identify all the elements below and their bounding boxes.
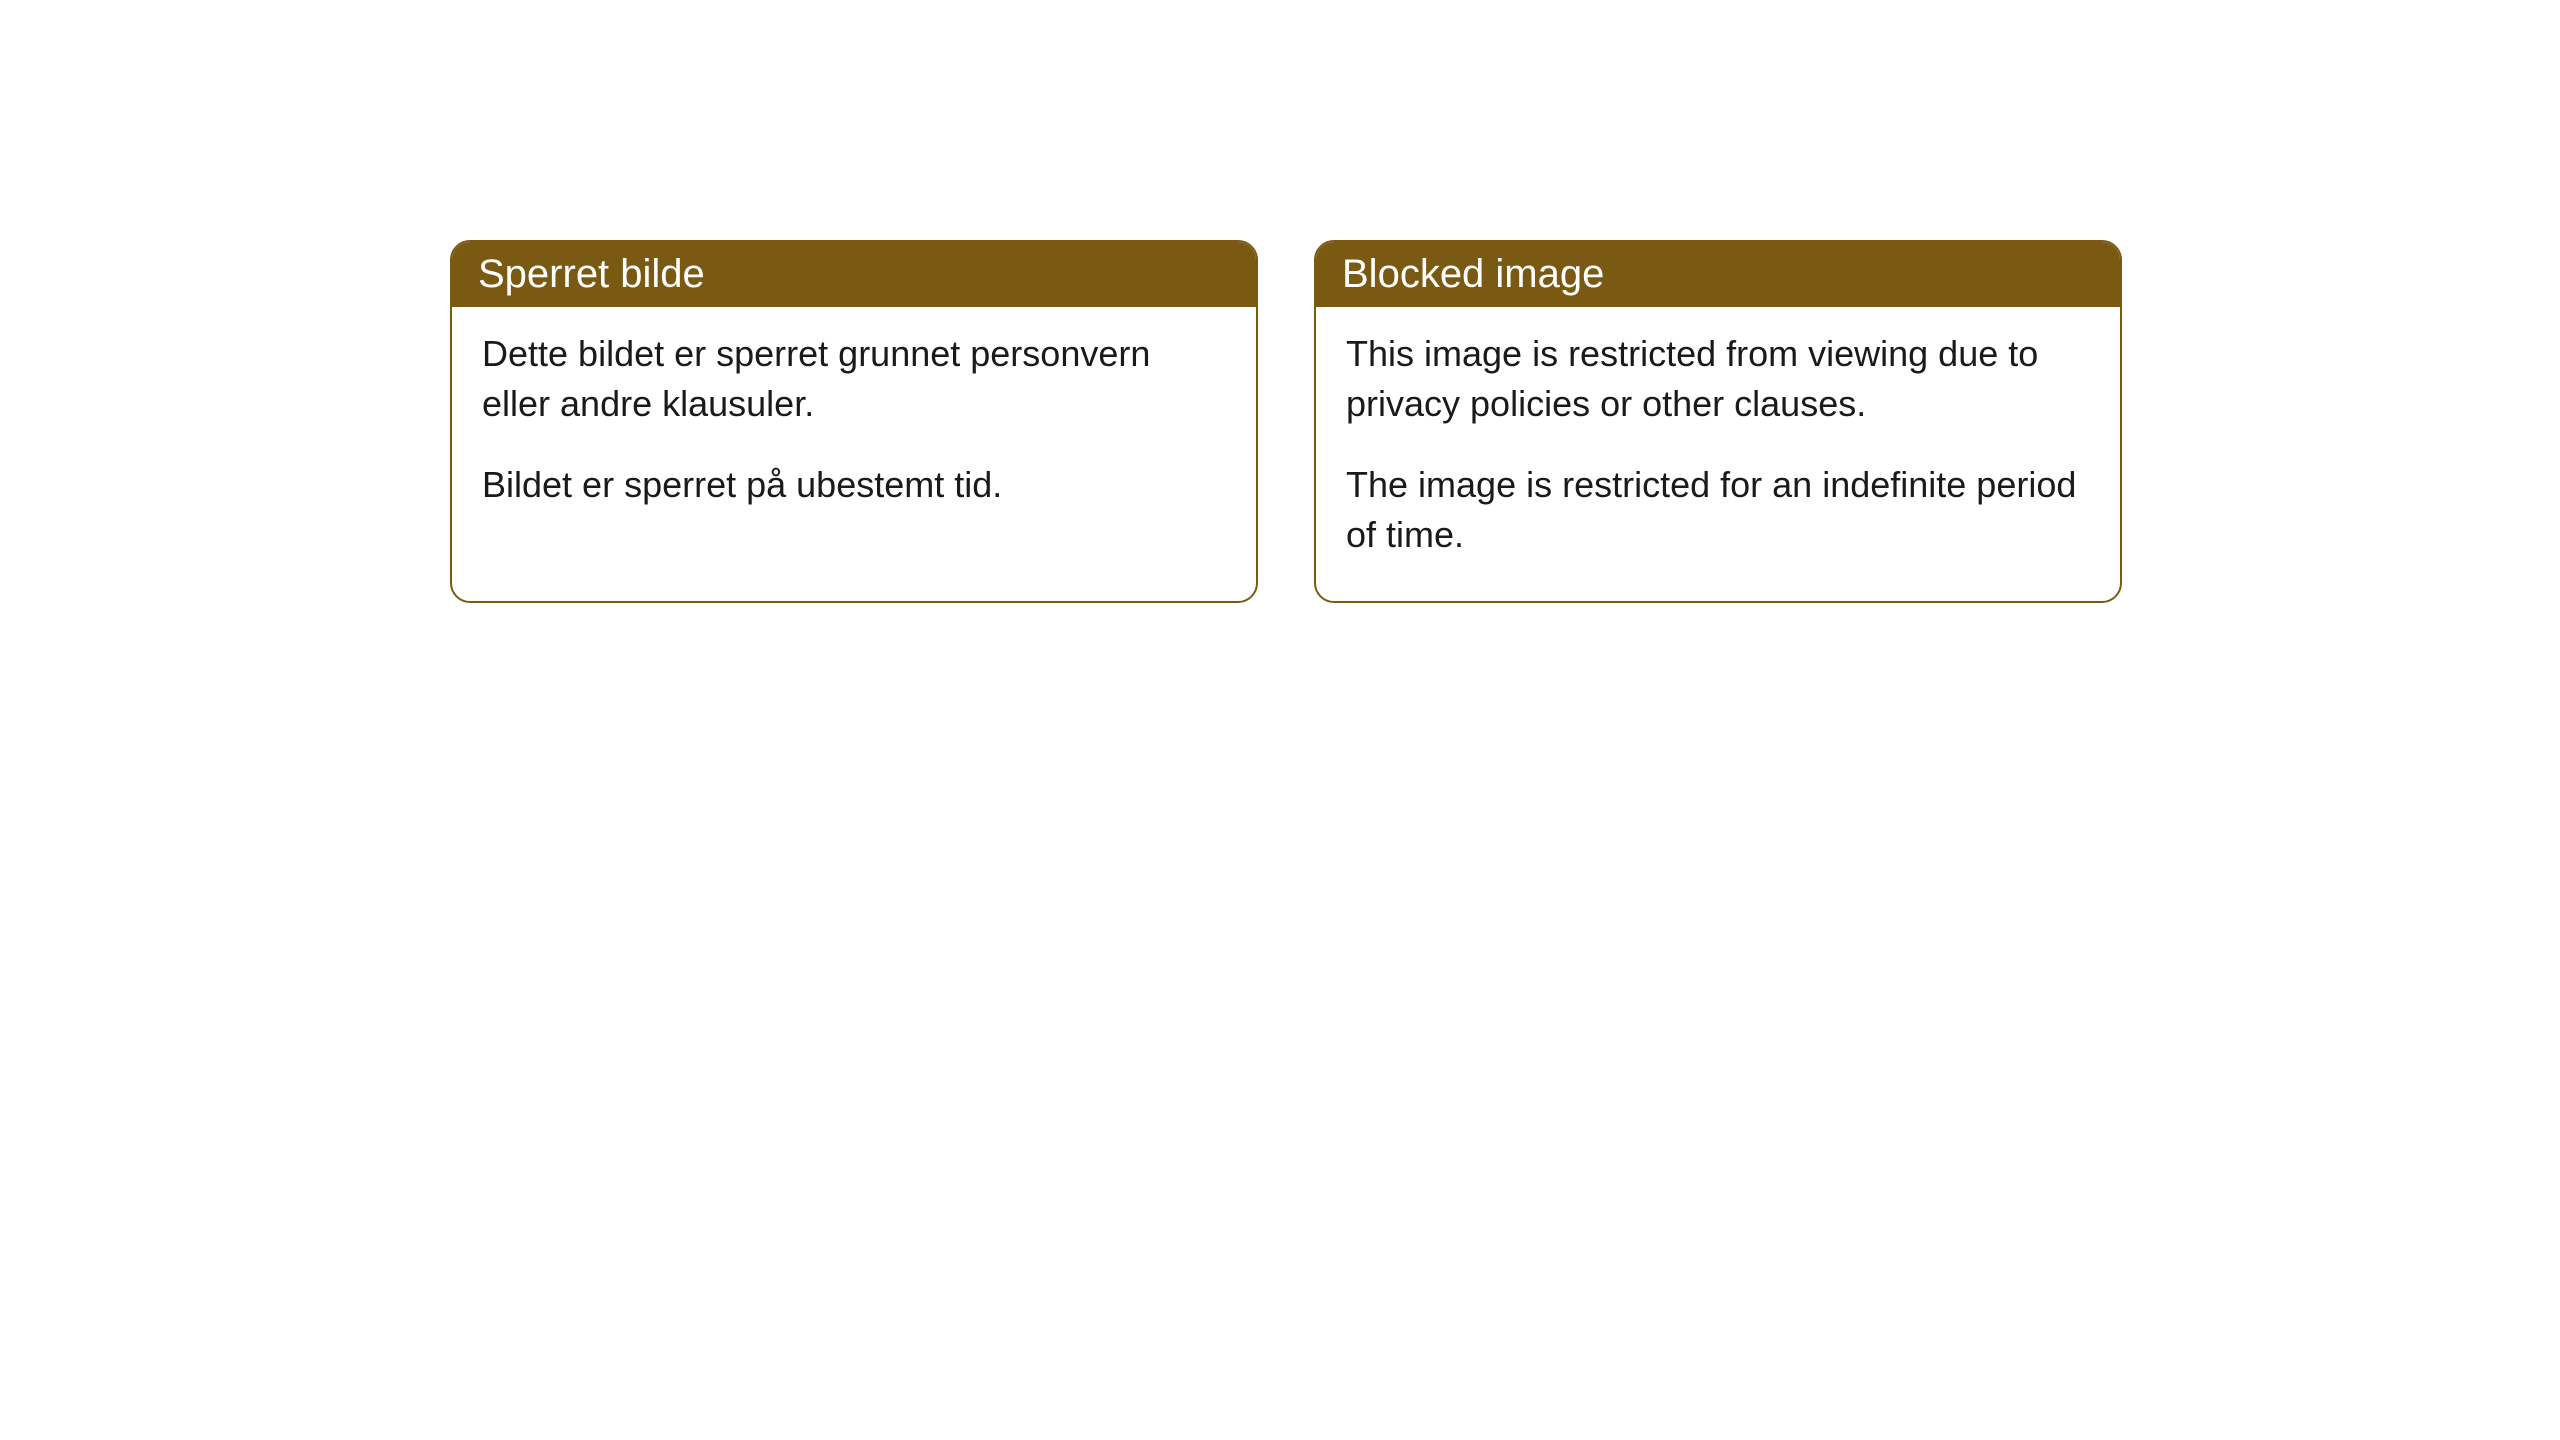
cards-container: Sperret bilde Dette bildet er sperret gr… [450,240,2560,603]
blocked-image-card-norwegian: Sperret bilde Dette bildet er sperret gr… [450,240,1258,603]
card-paragraph: This image is restricted from viewing du… [1346,329,2090,430]
blocked-image-card-english: Blocked image This image is restricted f… [1314,240,2122,603]
card-header: Sperret bilde [452,242,1256,307]
card-title: Blocked image [1342,252,1604,296]
card-body: This image is restricted from viewing du… [1316,307,2120,601]
card-title: Sperret bilde [478,252,705,296]
card-body: Dette bildet er sperret grunnet personve… [452,307,1256,550]
card-paragraph: Bildet er sperret på ubestemt tid. [482,460,1226,510]
card-paragraph: Dette bildet er sperret grunnet personve… [482,329,1226,430]
card-paragraph: The image is restricted for an indefinit… [1346,460,2090,561]
card-header: Blocked image [1316,242,2120,307]
